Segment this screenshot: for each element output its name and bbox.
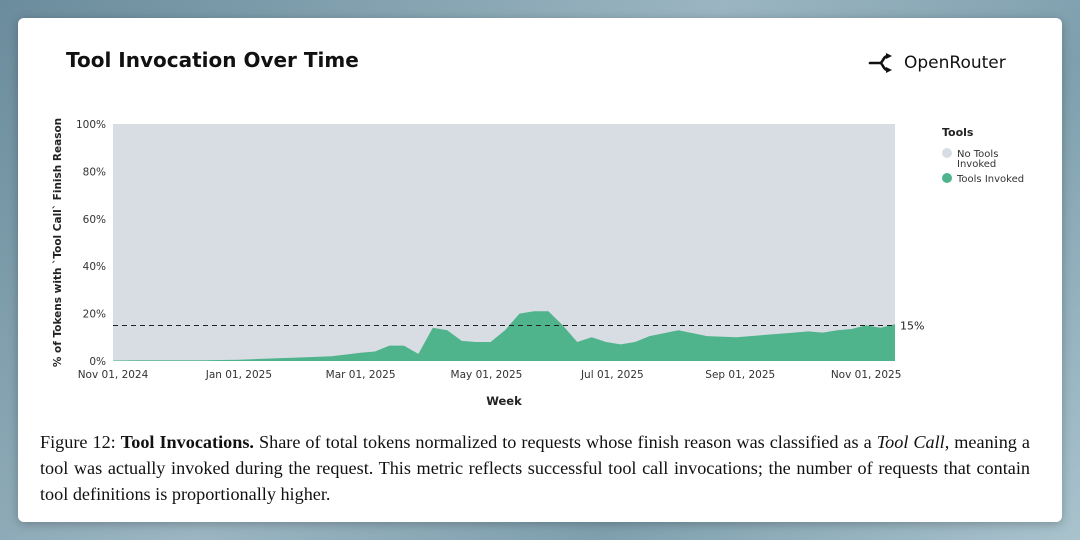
legend-title: Tools	[942, 126, 974, 139]
x-tick-label: Sep 01, 2025	[705, 369, 775, 381]
x-tick-label: Mar 01, 2025	[326, 369, 396, 381]
caption-figure-label: Figure 12:	[40, 432, 116, 452]
legend-label-no-tools: No Tools	[957, 149, 998, 160]
brand-name: OpenRouter	[904, 53, 1006, 73]
series-tools-invoked-area	[113, 311, 895, 361]
y-tick-label: 80%	[83, 166, 106, 178]
y-tick-label: 20%	[83, 309, 106, 321]
figure-card: Tool Invocation Over Time OpenRouter 0% 2…	[18, 18, 1062, 522]
y-tick-label: 100%	[76, 119, 106, 131]
caption-italic-term: Tool Call	[876, 432, 945, 452]
x-tick-label: Nov 01, 2024	[78, 369, 149, 381]
legend-label-no-tools-cont: Invoked	[957, 159, 996, 170]
x-tick-label: Jul 01, 2025	[580, 369, 644, 381]
openrouter-logo-icon	[868, 53, 892, 73]
y-tick-label: 60%	[83, 214, 106, 226]
x-tick-label: Nov 01, 2025	[831, 369, 902, 381]
x-axis-title: Week	[486, 394, 522, 408]
y-tick-label: 40%	[83, 261, 106, 273]
chart-title: Tool Invocation Over Time	[66, 48, 359, 72]
x-tick-label: May 01, 2025	[451, 369, 523, 381]
y-axis-title: % of Tokens with `Tool Call` Finish Reas…	[52, 118, 64, 367]
figure-caption: Figure 12: Tool Invocations. Share of to…	[40, 429, 1030, 507]
brand-logo: OpenRouter	[868, 50, 1006, 76]
tool-invocation-chart: 0% 20% 40% 60% 80% 100% Nov 01, 2024 Jan 01, 20…	[52, 118, 1024, 408]
legend-marker-tools-invoked	[942, 173, 952, 183]
caption-text-2: , meaning a tool was actually invoked du…	[40, 432, 1030, 504]
legend-marker-no-tools	[942, 148, 952, 158]
reference-line-label: 15%	[900, 319, 924, 332]
caption-text-1: Share of total tokens normalized to requ…	[259, 432, 872, 452]
x-tick-label: Jan 01, 2025	[205, 369, 272, 381]
legend-label-tools-invoked: Tools Invoked	[956, 174, 1024, 185]
y-tick-label: 0%	[89, 356, 106, 368]
series-no-tools-area	[113, 124, 895, 361]
caption-bold-title: Tool Invocations.	[120, 432, 254, 452]
